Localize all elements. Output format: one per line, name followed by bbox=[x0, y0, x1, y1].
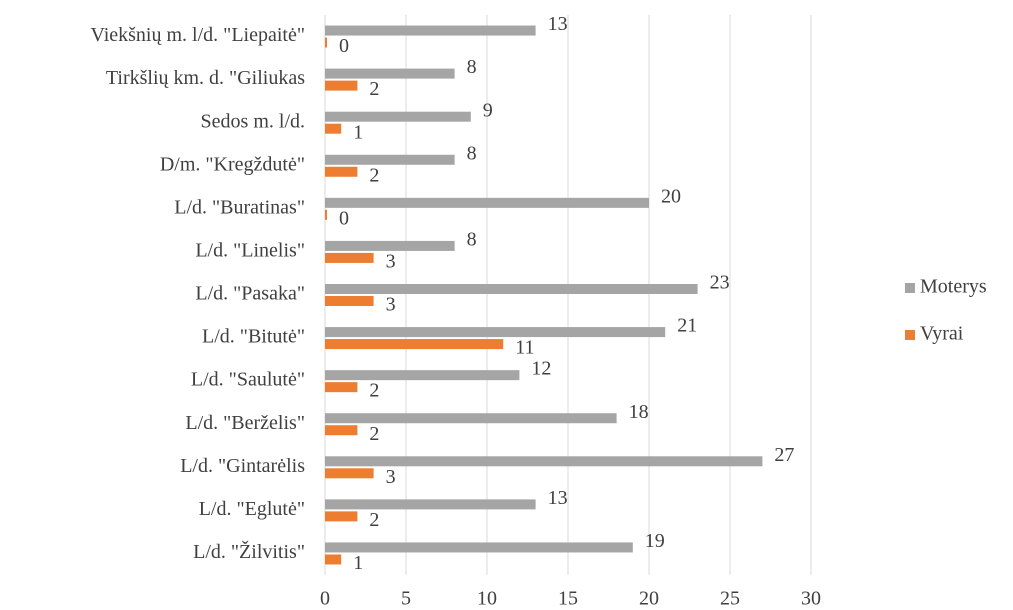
bar bbox=[325, 154, 455, 165]
y-tick-label: Tirkšlių km. d. "Giliukas bbox=[106, 67, 305, 89]
bar bbox=[325, 425, 358, 436]
x-tick-label: 5 bbox=[401, 588, 411, 610]
bar bbox=[325, 80, 358, 91]
bar bbox=[325, 499, 536, 510]
value-label: 12 bbox=[531, 358, 551, 380]
y-tick-label: L/d. "Buratinas" bbox=[174, 196, 305, 218]
bar bbox=[325, 25, 536, 36]
value-label: 3 bbox=[386, 466, 396, 488]
bar bbox=[325, 252, 374, 263]
legend-label: Vyrai bbox=[920, 323, 964, 345]
bar bbox=[325, 37, 327, 48]
bar bbox=[325, 166, 358, 177]
bar bbox=[325, 209, 327, 220]
bar bbox=[325, 68, 455, 79]
y-tick-label: L/d. "Pasaka" bbox=[195, 283, 305, 305]
x-tick-label: 15 bbox=[558, 588, 578, 610]
bar bbox=[325, 413, 617, 424]
value-label: 8 bbox=[467, 142, 477, 164]
y-tick-label: Viekšnių m. l/d. "Liepaitė" bbox=[90, 24, 305, 46]
x-tick-label: 30 bbox=[801, 588, 821, 610]
value-label: 11 bbox=[515, 337, 534, 359]
y-tick-label: L/d. "Saulutė" bbox=[191, 369, 305, 391]
x-tick-label: 20 bbox=[639, 588, 659, 610]
bar bbox=[325, 327, 666, 338]
value-label: 2 bbox=[369, 164, 379, 186]
value-label: 3 bbox=[386, 294, 396, 316]
value-label: 1 bbox=[353, 552, 363, 574]
value-label: 2 bbox=[369, 78, 379, 100]
bar bbox=[325, 370, 520, 381]
bar bbox=[325, 554, 342, 565]
x-tick-label: 10 bbox=[477, 588, 497, 610]
y-tick-label: Sedos m. l/d. bbox=[201, 110, 305, 132]
value-label: 21 bbox=[677, 315, 697, 337]
bar bbox=[325, 240, 455, 251]
value-label: 2 bbox=[369, 509, 379, 531]
bar bbox=[325, 197, 649, 208]
value-label: 19 bbox=[645, 530, 665, 552]
value-label: 2 bbox=[369, 423, 379, 445]
legend-swatch bbox=[905, 283, 915, 293]
value-label: 3 bbox=[386, 251, 396, 273]
value-label: 8 bbox=[467, 229, 477, 251]
bar bbox=[325, 339, 504, 350]
bar bbox=[325, 296, 374, 306]
value-label: 8 bbox=[467, 56, 477, 78]
legend-label: Moterys bbox=[920, 276, 987, 298]
bar bbox=[325, 123, 342, 134]
bar bbox=[325, 284, 698, 294]
value-label: 20 bbox=[661, 185, 681, 207]
x-tick-label: 0 bbox=[320, 588, 330, 610]
bar bbox=[325, 542, 633, 553]
value-label: 13 bbox=[548, 13, 568, 35]
bar bbox=[325, 111, 471, 122]
value-label: 13 bbox=[548, 487, 568, 509]
y-tick-label: D/m. "Kregždutė" bbox=[160, 153, 305, 175]
value-label: 0 bbox=[339, 207, 349, 229]
value-label: 27 bbox=[774, 444, 794, 466]
value-label: 2 bbox=[369, 380, 379, 402]
y-tick-label: L/d. "Berželis" bbox=[185, 412, 305, 434]
value-label: 18 bbox=[629, 401, 649, 423]
y-tick-label: L/d. "Eglutė" bbox=[199, 498, 305, 520]
x-tick-label: 25 bbox=[720, 588, 740, 610]
value-label: 0 bbox=[339, 35, 349, 57]
y-tick-label: L/d. "Žilvitis" bbox=[193, 540, 305, 563]
value-label: 23 bbox=[710, 272, 730, 294]
bar bbox=[325, 382, 358, 393]
legend-swatch bbox=[905, 330, 915, 340]
bar bbox=[325, 456, 763, 467]
y-tick-label: L/d. "Linelis" bbox=[195, 240, 305, 262]
y-tick-label: L/d. "Gintarėlis bbox=[180, 455, 305, 477]
bar bbox=[325, 511, 358, 522]
y-tick-label: L/d. "Bitutė" bbox=[202, 326, 305, 348]
bar bbox=[325, 468, 374, 479]
value-label: 1 bbox=[353, 121, 363, 143]
value-label: 9 bbox=[483, 99, 493, 121]
